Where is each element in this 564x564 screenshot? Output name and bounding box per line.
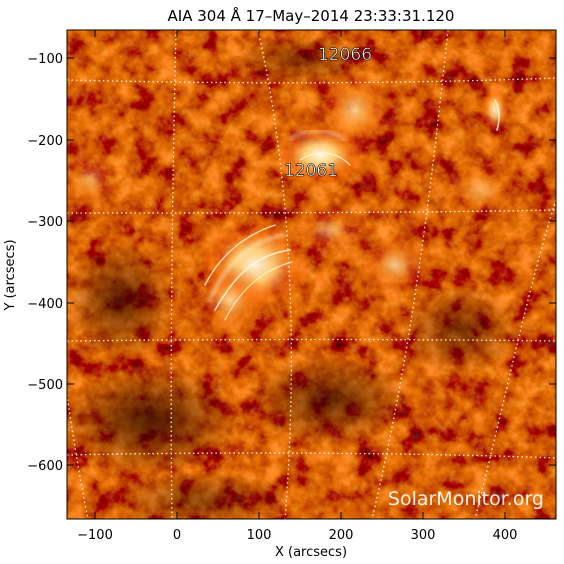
y-tick-label: −600 bbox=[27, 459, 63, 474]
solar-image bbox=[67, 30, 556, 519]
x-tick-label: 400 bbox=[493, 528, 518, 543]
y-tick-label: −300 bbox=[27, 215, 63, 230]
x-tick-label: 300 bbox=[411, 528, 436, 543]
x-tick-label: 100 bbox=[247, 528, 272, 543]
y-axis-label: Y (arcsecs) bbox=[3, 239, 18, 311]
y-tick-labels: −100 −200 −300 −400 −500 −600 bbox=[27, 52, 63, 474]
solarmonitor-watermark: SolarMonitor.org bbox=[388, 488, 544, 510]
region-label-12061: 12061 bbox=[284, 161, 338, 181]
bright-loops bbox=[204, 99, 500, 321]
x-tick-label: 200 bbox=[329, 528, 354, 543]
plot-title: AIA 304 Å 17–May–2014 23:33:31.120 bbox=[168, 6, 455, 25]
active-region-brightenings bbox=[67, 70, 520, 335]
x-tick-labels: −100 0 100 200 300 400 bbox=[77, 528, 517, 543]
y-tick-label: −100 bbox=[27, 52, 63, 67]
x-axis-ticks bbox=[94, 30, 506, 519]
y-tick-label: −500 bbox=[27, 378, 63, 393]
heliographic-grid bbox=[67, 30, 556, 519]
x-axis-label: X (arcsecs) bbox=[275, 545, 347, 560]
y-axis-ticks bbox=[67, 57, 556, 466]
region-label-12066: 12066 bbox=[318, 45, 372, 65]
dark-regions bbox=[67, 35, 520, 519]
plot-frame bbox=[66, 29, 557, 520]
x-tick-label: −100 bbox=[77, 528, 113, 543]
y-tick-label: −400 bbox=[27, 297, 63, 312]
y-tick-label: −200 bbox=[27, 134, 63, 149]
x-tick-label: 0 bbox=[173, 528, 181, 543]
